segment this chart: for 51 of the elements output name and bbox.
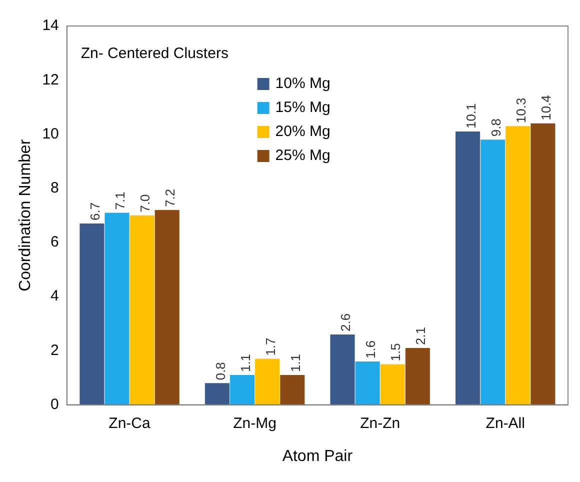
y-tick-label: 4 (50, 288, 59, 305)
bar (255, 358, 280, 405)
data-label: 2.6 (338, 313, 354, 332)
y-tick-label: 6 (50, 234, 59, 251)
x-axis-title: Atom Pair (282, 448, 354, 465)
data-label: 0.8 (212, 362, 228, 380)
data-label: 10.1 (463, 103, 478, 129)
y-tick-label: 10 (42, 125, 59, 142)
text: Zn- Centered Clusters (80, 45, 228, 62)
x-tick-label: Zn-Zn (360, 414, 400, 432)
bar (355, 362, 380, 405)
bar (480, 140, 506, 405)
bar (230, 375, 255, 405)
x-tick-label: Zn-Ca (108, 414, 152, 432)
y-tick-label: 2 (50, 342, 59, 359)
y-tick-label: 12 (42, 71, 59, 88)
data-label: 7.1 (112, 192, 128, 210)
y-tick-label: 8 (50, 179, 59, 196)
bar (530, 123, 556, 405)
legend-label: 10% Mg (275, 75, 330, 92)
data-label: 10.4 (538, 95, 554, 120)
y-tick-label: 14 (42, 17, 59, 34)
legend-label: 15% Mg (275, 99, 330, 116)
data-label: 1.6 (363, 340, 378, 359)
bar (204, 383, 230, 405)
data-label: 7.0 (138, 194, 153, 212)
bar (154, 210, 180, 405)
bar (80, 224, 104, 405)
data-label: 9.8 (488, 118, 504, 137)
bar (280, 375, 305, 405)
data-label: 6.7 (88, 202, 103, 221)
y-tick-label: 0 (50, 396, 59, 413)
data-label: 1.7 (262, 338, 278, 356)
data-label: 1.1 (288, 354, 303, 372)
bar (330, 334, 355, 405)
data-label: 10.3 (513, 98, 528, 124)
bar (130, 215, 154, 405)
legend-label: 20% Mg (275, 123, 330, 140)
data-label: 2.1 (413, 326, 428, 345)
data-label: 7.2 (162, 188, 178, 207)
x-tick-label: Zn-Mg (233, 414, 276, 432)
data-label: 1.5 (388, 343, 404, 362)
data-label: 1.1 (238, 354, 253, 372)
bar (506, 126, 530, 405)
legend-label: 25% Mg (275, 147, 330, 164)
bar (380, 364, 405, 405)
y-axis-title: Coordination Number (17, 138, 34, 292)
bar (456, 132, 480, 405)
x-tick-label: Zn-All (486, 414, 525, 432)
bar (405, 348, 430, 405)
bar (104, 212, 130, 405)
